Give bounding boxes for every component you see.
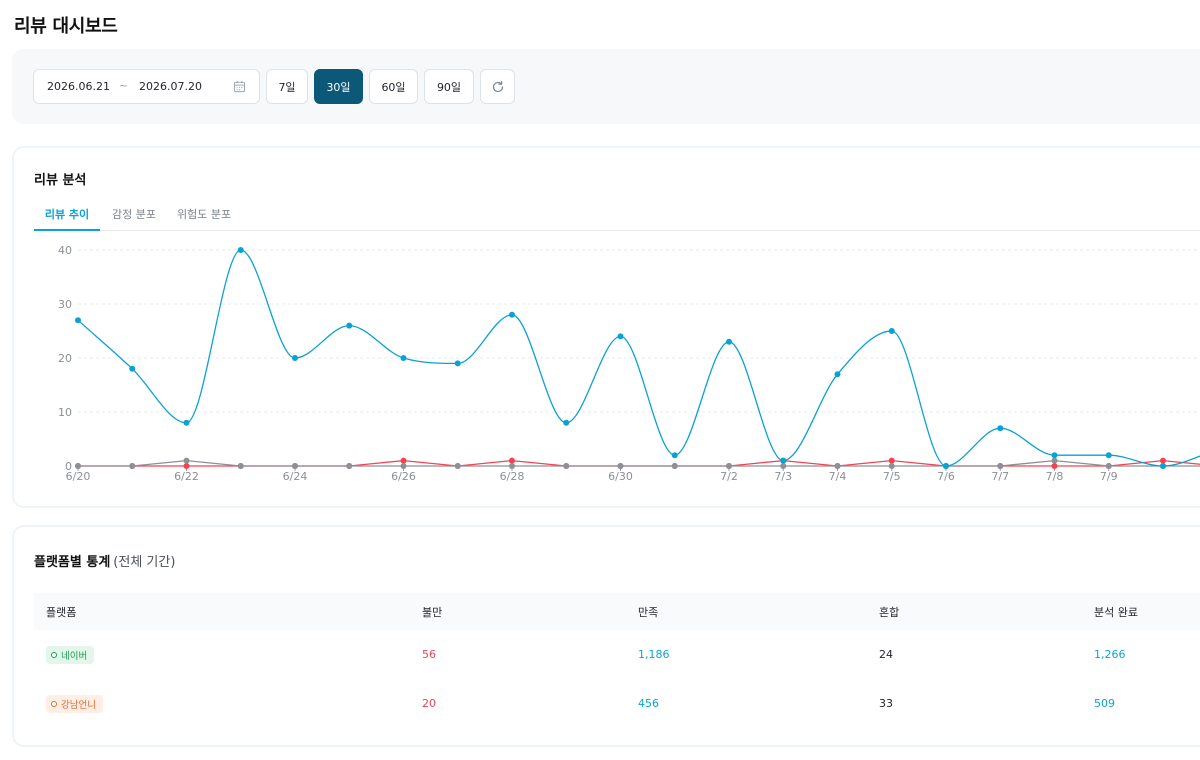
- header-platform: 플랫폼: [46, 605, 77, 619]
- data-point-series-2: [780, 463, 787, 469]
- platform-stats-card: 플랫폼별 통계 (전체 기간) 플랫폼 불만 만족 혼합 분석 완료 네이버 56…: [12, 525, 1200, 747]
- data-point-series-2: [888, 463, 895, 469]
- data-point-series-1: [1160, 457, 1166, 464]
- platform-stats-title: 플랫폼별 통계 (전체 기간): [34, 555, 176, 570]
- data-point-series-0: [509, 311, 515, 318]
- data-point-series-0: [997, 425, 1004, 432]
- data-point-series-2: [183, 457, 190, 464]
- header-analyzed: 분석 완료: [1094, 605, 1138, 619]
- platform-stats-subtitle: (전체 기간): [113, 555, 176, 570]
- data-point-series-0: [943, 463, 949, 469]
- cell-negative: 56: [422, 648, 436, 661]
- data-point-series-2: [671, 463, 678, 469]
- platform-badge-gangnamunni: 강남언니: [46, 694, 103, 713]
- data-point-series-1: [183, 463, 190, 469]
- cell-mixed: 24: [879, 648, 893, 661]
- data-point-series-2: [292, 463, 298, 469]
- data-point-series-0: [726, 338, 732, 345]
- data-point-series-2: [75, 463, 81, 469]
- data-point-series-2: [834, 463, 841, 469]
- data-point-series-0: [563, 419, 570, 426]
- cell-positive: 456: [638, 697, 659, 710]
- data-point-series-0: [1160, 463, 1166, 469]
- header-mixed: 혼합: [879, 605, 900, 619]
- data-point-series-2: [346, 463, 353, 469]
- table-row: 강남언니 20 456 33 509: [34, 679, 1200, 728]
- data-point-series-2: [617, 463, 624, 469]
- data-point-series-0: [1051, 452, 1058, 459]
- data-point-series-2: [454, 463, 461, 469]
- data-point-series-0: [183, 419, 190, 426]
- table-header-row: 플랫폼 불만 만족 혼합 분석 완료: [34, 593, 1200, 630]
- refresh-button[interactable]: [480, 69, 515, 104]
- data-point-series-1: [1051, 463, 1058, 469]
- data-point-series-2: [997, 463, 1004, 469]
- platform-badge-naver: 네이버: [46, 645, 95, 664]
- tab-review-trend[interactable]: 리뷰 추이: [34, 206, 100, 231]
- data-point-series-1: [400, 457, 407, 464]
- range-60d-button[interactable]: 60일: [369, 69, 418, 104]
- table-row: 네이버 56 1,186 24 1,266: [34, 630, 1200, 679]
- data-point-series-1: [509, 457, 515, 464]
- data-point-series-2: [1051, 457, 1058, 464]
- tab-risk-distribution[interactable]: 위험도 분포: [177, 208, 232, 221]
- page-title: 리뷰 대시보드: [14, 16, 118, 37]
- date-separator: ~: [119, 79, 129, 92]
- range-90d-button[interactable]: 90일: [424, 69, 474, 104]
- cell-mixed: 33: [879, 697, 893, 710]
- data-point-series-0: [617, 333, 624, 340]
- cell-analyzed: 509: [1094, 697, 1115, 710]
- data-point-series-0: [454, 360, 461, 367]
- data-point-series-0: [400, 355, 407, 361]
- data-point-series-2: [726, 463, 732, 469]
- cell-negative: 20: [422, 697, 436, 710]
- data-point-series-0: [888, 328, 895, 334]
- cell-positive: 1,186: [638, 648, 670, 661]
- data-point-series-2: [1105, 463, 1112, 469]
- data-point-series-2: [237, 463, 244, 469]
- data-point-series-2: [129, 463, 136, 469]
- data-point-series-0: [780, 457, 787, 464]
- header-positive: 만족: [638, 605, 659, 619]
- platform-stats-table: 플랫폼 불만 만족 혼합 분석 완료 네이버 56 1,186 24 1,266…: [34, 593, 1200, 728]
- review-analysis-card: 리뷰 분석 리뷰 추이 감정 분포 위험도 분포: [12, 146, 1200, 508]
- filter-bar: 2026.06.21 ~ 2026.07.20 7일 30일 60일 90일: [12, 49, 1200, 124]
- end-date: 2026.07.20: [139, 80, 202, 93]
- data-point-series-2: [509, 463, 515, 469]
- platform-dot-icon: [51, 651, 57, 658]
- platform-dot-icon: [51, 700, 57, 707]
- data-point-series-0: [75, 317, 81, 324]
- calendar-icon[interactable]: [233, 80, 246, 93]
- data-point-series-2: [563, 463, 570, 469]
- data-point-series-0: [292, 355, 298, 361]
- data-point-series-0: [129, 365, 136, 372]
- start-date: 2026.06.21: [47, 80, 110, 93]
- analysis-title: 리뷰 분석: [34, 173, 87, 188]
- data-point-series-0: [237, 247, 244, 253]
- data-point-series-0: [671, 452, 678, 459]
- analysis-tabs: 리뷰 추이 감정 분포 위험도 분포: [34, 206, 1200, 231]
- cell-analyzed: 1,266: [1094, 648, 1126, 661]
- data-point-series-0: [834, 371, 841, 378]
- tab-sentiment-distribution[interactable]: 감정 분포: [112, 208, 156, 221]
- data-point-series-0: [1105, 452, 1112, 459]
- refresh-icon: [492, 80, 503, 92]
- date-range-picker[interactable]: 2026.06.21 ~ 2026.07.20: [33, 69, 260, 104]
- header-negative: 불만: [422, 605, 443, 619]
- range-7d-button[interactable]: 7일: [266, 69, 308, 104]
- data-point-series-2: [400, 463, 407, 469]
- data-point-series-0: [346, 322, 353, 329]
- data-point-series-1: [888, 457, 895, 464]
- range-30d-button[interactable]: 30일: [314, 69, 363, 104]
